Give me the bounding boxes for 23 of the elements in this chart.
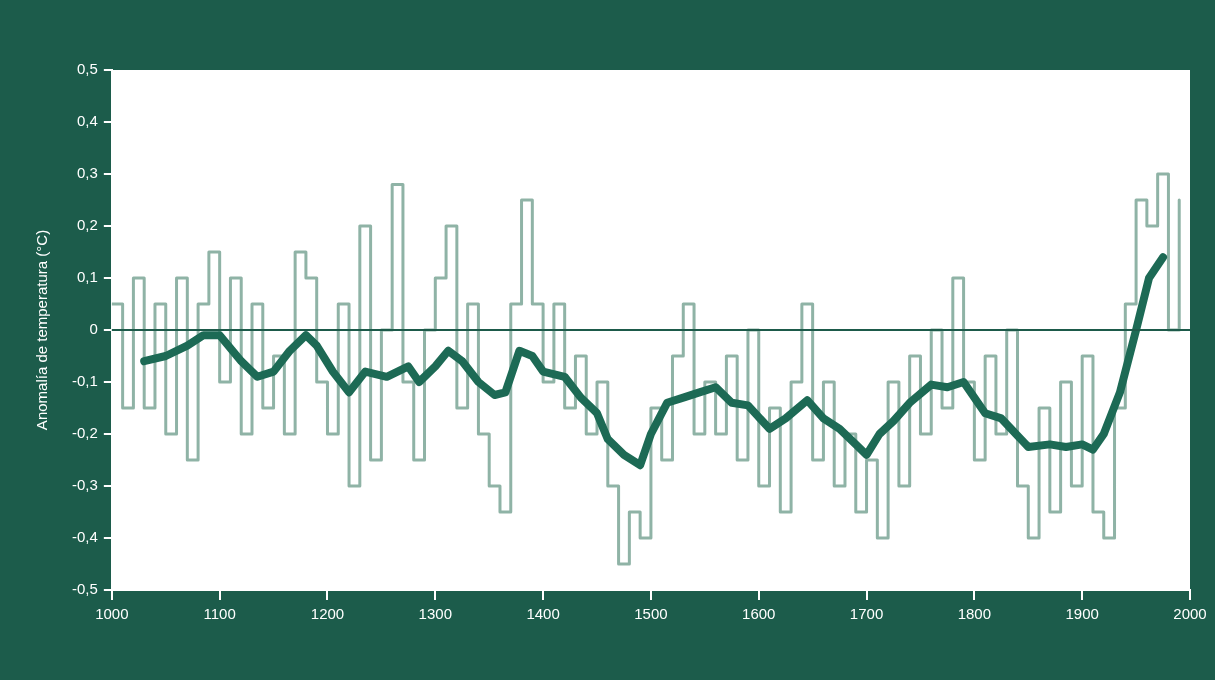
x-tick-label: 2000 xyxy=(1173,605,1207,623)
y-axis-title: Anomalía de temperatura (°C) xyxy=(33,229,51,431)
y-tick-label: 0,4 xyxy=(76,112,98,130)
y-tick-label: -0,1 xyxy=(71,372,98,390)
x-tick-label: 1400 xyxy=(526,605,560,623)
y-tick-label: 0,2 xyxy=(76,216,98,234)
y-tick-label: -0,2 xyxy=(71,424,98,442)
y-tick-label: -0,4 xyxy=(71,528,98,546)
y-tick-label: -0,5 xyxy=(71,580,98,598)
y-tick-label: 0 xyxy=(89,320,98,338)
y-tick-label: 0,1 xyxy=(76,268,98,286)
x-tick-label: 1800 xyxy=(957,605,992,623)
x-tick-label: 1100 xyxy=(203,605,236,623)
x-tick-label: 1900 xyxy=(1065,605,1099,623)
y-tick-label: -0,3 xyxy=(71,476,98,494)
x-tick-label: 1300 xyxy=(418,605,452,623)
x-tick-label: 1000 xyxy=(95,605,129,623)
y-tick-label: 0,5 xyxy=(76,60,98,78)
x-tick-label: 1700 xyxy=(849,605,884,623)
x-tick-label: 1500 xyxy=(634,605,668,623)
x-tick-label: 1600 xyxy=(742,605,776,623)
x-tick-label: 1200 xyxy=(310,605,345,623)
y-tick-label: 0,3 xyxy=(76,164,98,182)
